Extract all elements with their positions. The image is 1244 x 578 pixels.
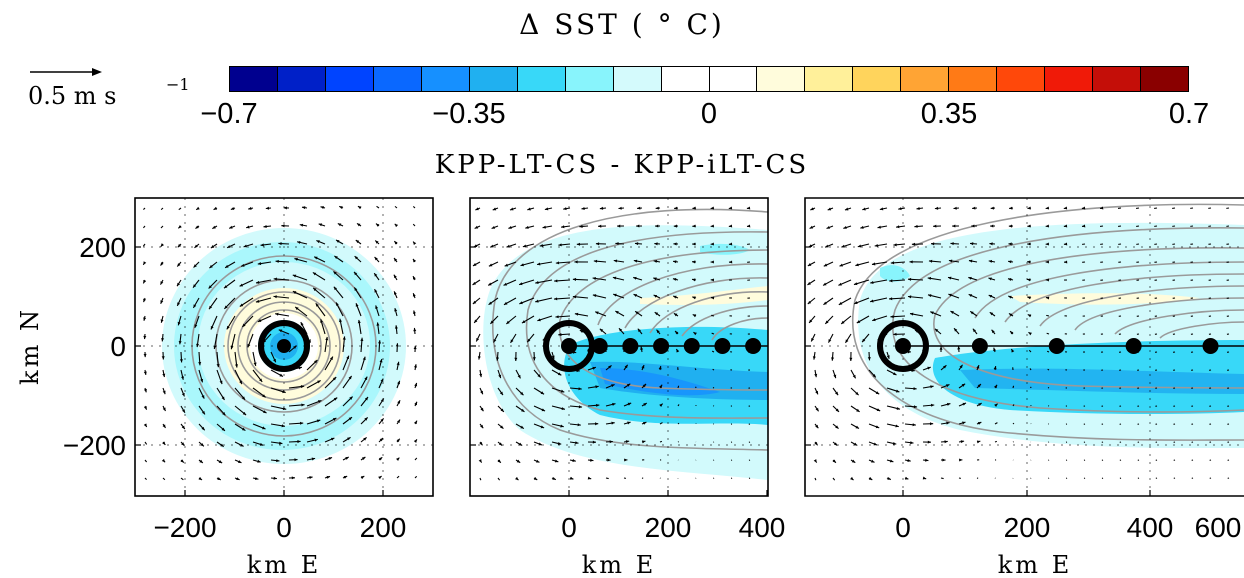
panel-middle: 0 200 400 km E — [469, 197, 786, 578]
colorbar-cell — [230, 67, 278, 91]
colorbar-tick: −0.35 — [432, 98, 506, 130]
colorbar-title: Δ SST ( ° C) — [519, 8, 725, 41]
x-tick-label: 200 — [1004, 512, 1051, 543]
scale-arrow-exponent: −1 — [166, 75, 190, 94]
colorbar-cell — [1141, 67, 1189, 91]
x-tick-label: 400 — [1127, 512, 1174, 543]
colorbar-cell — [949, 67, 998, 91]
x-axis-label: km E — [247, 551, 321, 578]
track-dot — [683, 338, 700, 354]
scale-arrow: 0.5 m s −1 — [28, 68, 190, 110]
track-dot — [745, 338, 762, 354]
colorbar-cell — [997, 67, 1046, 91]
panel-frame — [469, 197, 769, 497]
panel-left: −200 0 200 200 0 −200 km E km N — [16, 197, 434, 578]
colorbar-cell — [1093, 67, 1142, 91]
x-axis-label: km E — [582, 551, 656, 578]
y-tick-label: 200 — [79, 232, 126, 263]
track-dot — [591, 338, 608, 354]
panel-right: 0 200 400 600 km E — [804, 197, 1244, 578]
track-dot — [1202, 338, 1219, 354]
colorbar-cell — [757, 67, 806, 91]
x-tick-label: 0 — [276, 512, 292, 543]
colorbar-tick: −0.7 — [200, 98, 258, 130]
colorbar-cell — [373, 67, 422, 91]
y-tick-label: 0 — [110, 331, 126, 362]
colorbar — [229, 66, 1189, 92]
colorbar-cell — [277, 67, 326, 91]
track-dot — [622, 338, 639, 354]
track-dot — [561, 338, 577, 354]
colorbar-cell — [805, 67, 854, 91]
track-dot — [653, 338, 670, 354]
storm-circle — [877, 320, 929, 372]
colorbar-cell — [325, 67, 374, 91]
colorbar-tick: 0.7 — [1168, 98, 1210, 130]
vector-field — [807, 206, 1230, 481]
colorbar-cell — [517, 67, 566, 91]
x-tick-label: 0 — [561, 512, 577, 543]
panel-frame — [804, 197, 1244, 497]
colorbar-cell — [421, 67, 470, 91]
colorbar-cell — [901, 67, 950, 91]
colorbar-tick: 0.35 — [920, 98, 978, 130]
colorbar-cell — [613, 67, 662, 91]
track-dots — [561, 338, 762, 354]
x-tick-label: −200 — [153, 512, 216, 543]
track-dots — [895, 338, 1219, 354]
y-tick-label: −200 — [63, 430, 126, 461]
vector-field — [472, 206, 751, 481]
track-dot — [277, 339, 291, 353]
figure-title: KPP-LT-CS - KPP-iLT-CS — [434, 150, 810, 180]
track-dot — [714, 338, 731, 354]
storm-circle — [258, 320, 310, 372]
x-tick-label: 400 — [739, 512, 786, 543]
y-axis-label: km N — [16, 307, 44, 385]
colorbar-cell — [661, 67, 710, 91]
colorbar-cell — [1045, 67, 1094, 91]
track-dot — [1048, 338, 1065, 354]
colorbar-cell — [709, 67, 758, 91]
vector-field — [142, 205, 418, 481]
colorbar-cell — [565, 67, 614, 91]
x-tick-label: 600 — [1195, 512, 1242, 543]
colorbar-tick: 0 — [700, 98, 718, 130]
x-axis-label: km E — [998, 551, 1072, 578]
x-tick-label: 200 — [645, 512, 692, 543]
scale-arrow-label: 0.5 m s — [28, 82, 117, 110]
track-dot — [971, 338, 988, 354]
colorbar-cell — [469, 67, 518, 91]
track-dot — [895, 338, 911, 354]
x-tick-label: 0 — [895, 512, 911, 543]
colorbar-cell — [853, 67, 902, 91]
track-dot — [1125, 338, 1142, 354]
x-tick-label: 200 — [360, 512, 407, 543]
